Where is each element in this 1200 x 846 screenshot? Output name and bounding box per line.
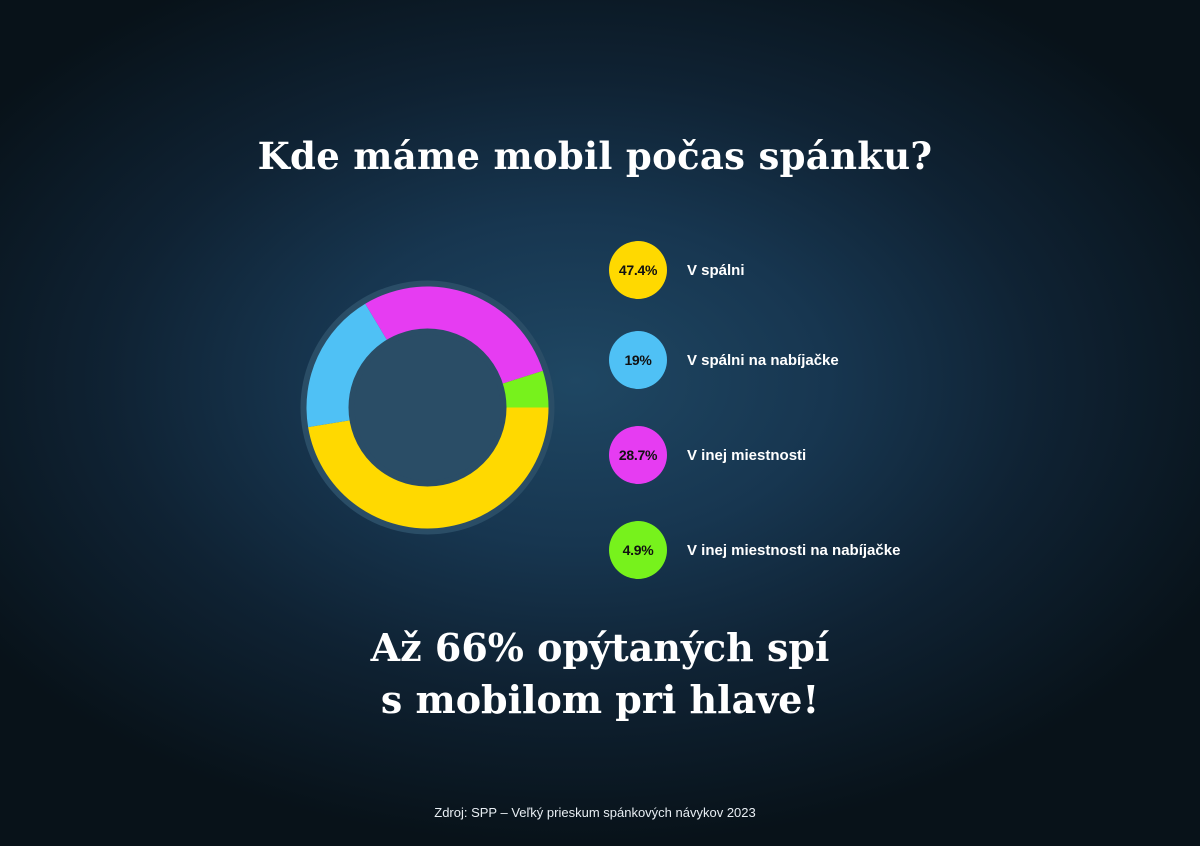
legend-value-badge: 28.7% — [609, 426, 667, 484]
legend-value-badge: 4.9% — [609, 521, 667, 579]
legend-item: 19% V spálni na nabíjačke — [609, 331, 839, 389]
headline: Až 66% opýtaných spí s mobilom pri hlave… — [0, 622, 1200, 726]
legend-label: V inej miestnosti na nabíjačke — [687, 541, 901, 559]
donut-slice — [308, 407, 549, 529]
legend-label: V spálni — [687, 261, 745, 279]
source-note: Zdroj: SPP – Veľký prieskum spánkových n… — [434, 805, 756, 820]
donut-chart — [300, 280, 555, 535]
headline-line: Až 66% opýtaných spí — [370, 625, 830, 670]
legend-value-badge: 47.4% — [609, 241, 667, 299]
legend-item: 28.7% V inej miestnosti — [609, 426, 806, 484]
chart-title: Kde máme mobil počas spánku? — [257, 134, 933, 178]
legend-label: V spálni na nabíjačke — [687, 351, 839, 369]
legend-item: 47.4% V spálni — [609, 241, 745, 299]
donut-inner-ring — [348, 328, 507, 487]
legend-label: V inej miestnosti — [687, 446, 807, 464]
headline-line: s mobilom pri hlave! — [380, 677, 820, 722]
legend-value-badge: 19% — [609, 331, 667, 389]
legend-item: 4.9% V inej miestnosti na nabíjačke — [609, 521, 900, 579]
donut-slice — [499, 370, 549, 408]
donut-slice — [306, 303, 389, 428]
